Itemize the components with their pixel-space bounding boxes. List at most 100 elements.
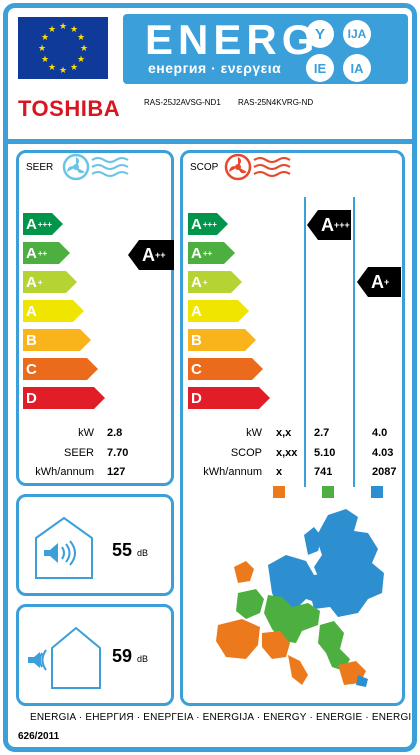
scop-warm-class-sup: +++	[334, 220, 350, 230]
seer-title: SEER	[26, 162, 54, 173]
lang-badge: IJA	[343, 20, 371, 48]
svg-text:★: ★	[59, 22, 67, 32]
scop-value-cold: 4.0	[372, 427, 388, 439]
seer-scale-row: A +++	[23, 213, 63, 235]
scop-value-cold: 2087	[372, 466, 397, 478]
seer-scale-row: A +	[23, 271, 77, 293]
indoor-noise-value: 55 dB	[112, 540, 148, 561]
brand-logo: TOSHIBA	[18, 96, 121, 121]
seer-class-arrow: A ++	[128, 240, 174, 270]
scop-label: kWh/annum	[203, 466, 262, 478]
outdoor-speaker-icon	[22, 624, 102, 695]
seer-scale-letter: A	[26, 215, 37, 233]
seer-label: SEER	[64, 447, 94, 459]
scop-scale-letter: D	[191, 389, 202, 407]
lang-badge: IE	[306, 54, 334, 82]
seer-scale-letter: A	[26, 244, 37, 262]
scop-cold-class-arrow: A +	[357, 267, 401, 297]
eu-flag-icon: ★ ★ ★ ★ ★ ★ ★ ★ ★ ★ ★ ★	[18, 17, 108, 79]
column-divider	[353, 197, 355, 487]
seer-scale-row: B	[23, 329, 91, 351]
seer-value: 127	[107, 466, 126, 478]
svg-text:★: ★	[48, 25, 56, 35]
scop-cold-class-sup: +	[384, 277, 390, 287]
cooling-fan-icon	[62, 152, 132, 187]
indoor-noise-unit: dB	[137, 548, 149, 558]
scop-label: kW	[246, 427, 262, 439]
label-frame	[3, 3, 417, 752]
scop-value-average: x	[276, 466, 283, 478]
regulation-number: 626/2011	[18, 731, 60, 742]
seer-scale-letter: C	[26, 360, 37, 378]
divider	[8, 139, 412, 144]
scop-scale-letter: A	[191, 215, 202, 233]
scop-scale-letter: A	[191, 302, 202, 320]
seer-scale-letter: B	[26, 331, 37, 349]
indoor-noise-number: 55	[112, 540, 133, 560]
scop-scale-sup: ++	[202, 248, 213, 258]
scop-label: SCOP	[230, 447, 262, 459]
column-divider	[304, 197, 306, 487]
svg-text:★: ★	[48, 63, 56, 73]
outdoor-noise-number: 59	[112, 646, 133, 666]
heating-fan-icon	[224, 152, 294, 187]
svg-text:★: ★	[41, 33, 49, 43]
scop-scale-row: A +++	[188, 213, 228, 235]
svg-text:★: ★	[80, 44, 88, 54]
footer-languages: ENERGIA · ЕНЕРГИЯ · ΕΝΕΡΓΕΙΑ · ENERGIJA …	[30, 712, 412, 723]
seer-scale-row: C	[23, 358, 98, 380]
scop-scale-row: C	[188, 358, 263, 380]
scop-scale-row: B	[188, 329, 256, 351]
seer-value: 7.70	[107, 447, 129, 459]
svg-text:★: ★	[41, 55, 49, 65]
seer-class-sup: ++	[155, 250, 166, 260]
lang-badge: IA	[343, 54, 371, 82]
scop-scale-sup: +	[202, 277, 208, 287]
seer-class-letter: A	[142, 244, 155, 265]
scop-warm-class-arrow: A +++	[307, 210, 351, 240]
scop-scale-row: D	[188, 387, 270, 409]
scop-value-warm: 741	[314, 466, 333, 478]
zone-cold-swatch	[371, 486, 383, 498]
svg-text:★: ★	[59, 66, 67, 76]
energy-subtitle: енергия · ενεργεια	[148, 60, 282, 76]
seer-scale-row: A	[23, 300, 84, 322]
seer-label: kW	[78, 427, 94, 439]
seer-scale-row: D	[23, 387, 105, 409]
svg-text:★: ★	[70, 25, 78, 35]
seer-label: kWh/annum	[35, 466, 94, 478]
svg-text:★: ★	[70, 63, 78, 73]
scop-title: SCOP	[190, 162, 219, 173]
scop-scale-row: A +	[188, 271, 242, 293]
scop-scale-letter: A	[191, 244, 202, 262]
svg-text:★: ★	[77, 33, 85, 43]
seer-scale-sup: +++	[37, 219, 52, 229]
seer-scale-row: A ++	[23, 242, 70, 264]
outdoor-noise-value: 59 dB	[112, 646, 148, 667]
scop-scale-sup: +++	[202, 219, 217, 229]
seer-scale-letter: A	[26, 302, 37, 320]
outdoor-noise-unit: dB	[137, 654, 149, 664]
scop-value-warm: 2.7	[314, 427, 330, 439]
seer-scale-letter: A	[26, 273, 37, 291]
scop-value-average: x,xx	[276, 447, 298, 459]
scop-scale-letter: A	[191, 273, 202, 291]
scop-value-average: x,x	[276, 427, 292, 439]
model-outdoor: RAS-25N4KVRG-ND	[238, 98, 314, 107]
model-indoor: RAS-25J2AVSG-ND1	[144, 98, 221, 107]
zone-warm-swatch	[322, 486, 334, 498]
indoor-speaker-icon	[32, 514, 96, 585]
scop-value-cold: 4.03	[372, 447, 394, 459]
energy-title: ENERG	[145, 16, 320, 63]
seer-scale-sup: +	[37, 277, 43, 287]
zone-average-swatch	[273, 486, 285, 498]
scop-scale-row: A ++	[188, 242, 235, 264]
seer-scale-sup: ++	[37, 248, 48, 258]
scop-warm-class-letter: A	[321, 214, 334, 235]
seer-scale-letter: D	[26, 389, 37, 407]
scop-value-warm: 5.10	[314, 447, 336, 459]
scop-scale-letter: C	[191, 360, 202, 378]
europe-climate-zones-map	[208, 505, 396, 705]
scop-scale-row: A	[188, 300, 249, 322]
scop-scale-letter: B	[191, 331, 202, 349]
